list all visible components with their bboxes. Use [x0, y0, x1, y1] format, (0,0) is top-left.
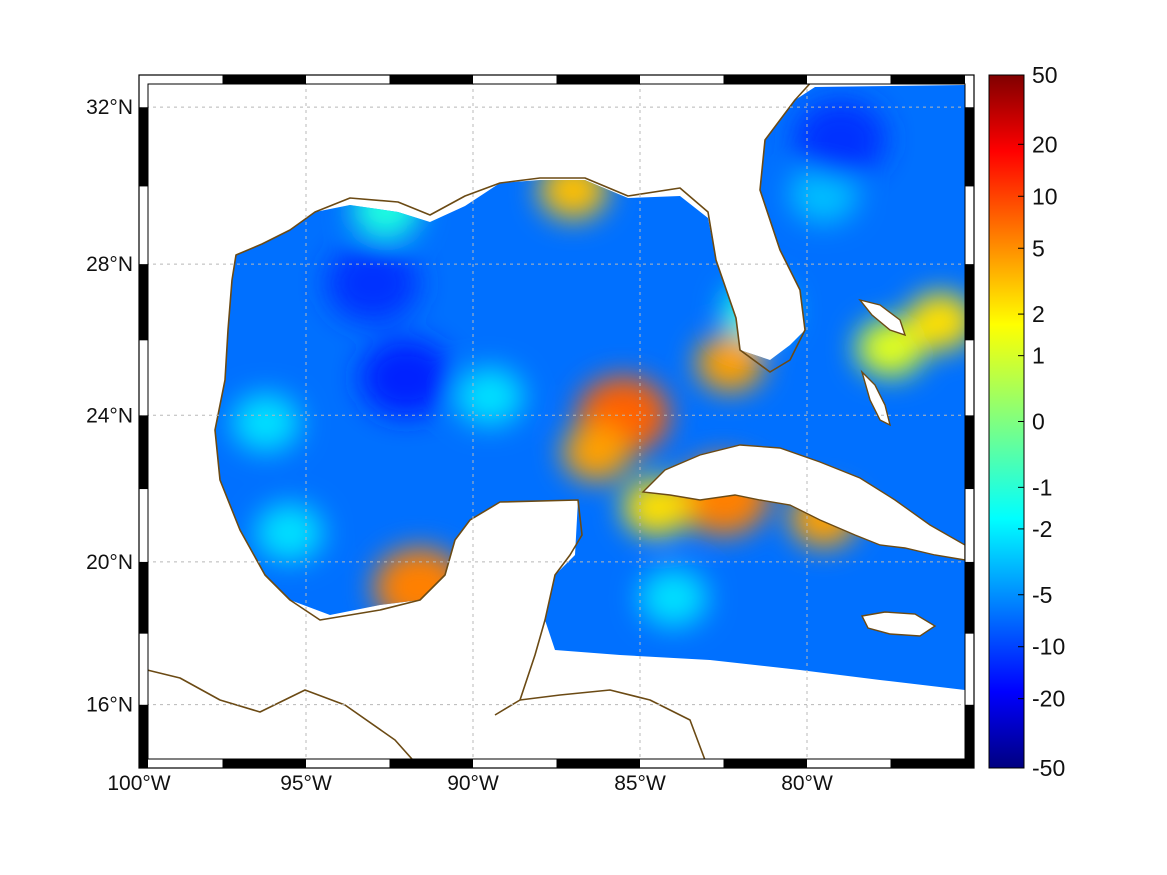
lon-tick-label: 80°W: [781, 772, 833, 795]
frame-left-segment: [139, 633, 148, 705]
frame-bottom-segment: [640, 759, 724, 768]
frame-left-segment: [139, 489, 148, 562]
jamaica-island: [860, 611, 937, 637]
gulf-coast-line: [231, 77, 816, 373]
frame-left-segment: [139, 561, 148, 634]
anomaly-patch-18: [360, 338, 453, 418]
anomaly-patch-15: [639, 568, 708, 627]
lon-tick-label: 85°W: [614, 772, 666, 795]
mexico-coast-line: [214, 279, 583, 716]
colorbar-tick-label: -5: [1032, 582, 1052, 608]
frame-top-segment: [389, 75, 473, 84]
frame-bottom-segment: [473, 759, 557, 768]
frame-right-segment: [965, 489, 974, 562]
frame-top-segment: [473, 75, 557, 84]
frame-right-segment: [965, 75, 974, 108]
colorbar-tick-label: 0: [1032, 409, 1045, 435]
frame-left-segment: [139, 107, 148, 187]
frame-bottom-segment: [890, 759, 974, 768]
frame-bottom-segment: [222, 759, 306, 768]
lat-tick-label: 32°N: [86, 96, 133, 119]
frame-right-segment: [965, 107, 974, 187]
colorbar-tick-label: -50: [1032, 755, 1065, 781]
anomaly-patch-12: [255, 503, 324, 562]
anomaly-patch-16: [352, 180, 421, 239]
land-masks: [641, 298, 966, 637]
frame-right-segment: [965, 340, 974, 416]
frame-left-segment: [139, 340, 148, 416]
anomaly-patch-10: [906, 292, 965, 351]
lat-tick-label: 20°N: [86, 551, 133, 574]
colorbar-tick-label: -10: [1032, 634, 1065, 660]
honduras-coast-line: [519, 689, 706, 761]
lat-tick-label: 28°N: [86, 253, 133, 276]
anomaly-patch-8: [373, 547, 466, 627]
colorbar-tick-label: 5: [1032, 235, 1045, 261]
lon-tick-label: 90°W: [447, 772, 499, 795]
frame-left-segment: [139, 75, 148, 108]
colorbar-tick-label: -1: [1032, 474, 1052, 500]
frame-left-segment: [139, 704, 148, 768]
anomaly-patch-20: [326, 244, 419, 323]
colorbar-tick-label: 1: [1032, 343, 1045, 369]
frame-bottom-segment: [139, 759, 223, 768]
frame-right-segment: [965, 264, 974, 341]
frame-inner-border: [147, 83, 966, 760]
lon-tick-label: 95°W: [280, 772, 332, 795]
frame-right-segment: [965, 704, 974, 768]
frame-right-segment: [965, 633, 974, 705]
map-frame: [138, 74, 975, 769]
coastlines: [138, 77, 816, 769]
anomaly-patch-2: [562, 423, 631, 482]
anomaly-patch-14: [455, 367, 524, 426]
frame-right-segment: [965, 561, 974, 634]
anomaly-patch-19: [794, 99, 887, 179]
anomaly-patch-13: [231, 393, 300, 452]
frame-right-segment: [965, 415, 974, 490]
frame-bottom-segment: [807, 759, 891, 768]
frame-bottom-segment: [723, 759, 807, 768]
frame-bottom-segment: [306, 759, 390, 768]
cuba-island: [641, 444, 966, 561]
frame-top-segment: [139, 75, 223, 84]
graticule: [139, 75, 974, 768]
frame-bottom-segment: [389, 759, 473, 768]
frame-right-segment: [965, 186, 974, 265]
data-field: [215, 85, 965, 690]
axis-tick-labels: 100°W 95°W 90°W 85°W 80°W 16°N 20°N 24°N 28°N 32°…: [86, 96, 833, 795]
frame-bottom-segment: [556, 759, 640, 768]
anomaly-patch-7: [696, 334, 765, 392]
frame-top-segment: [807, 75, 891, 84]
lon-tick-label: 100°W: [107, 772, 170, 795]
frame-top-segment: [723, 75, 807, 84]
central-america-line: [138, 667, 421, 769]
colorbar-tick-label: 2: [1032, 301, 1045, 327]
colorbar-tick-label: -2: [1032, 516, 1052, 542]
frame-top-segment: [222, 75, 306, 84]
bahamas-island-2: [860, 369, 892, 427]
frame-left-segment: [139, 186, 148, 265]
lat-tick-label: 24°N: [86, 404, 133, 427]
frame-left-segment: [139, 415, 148, 490]
frame-top-segment: [640, 75, 724, 84]
anomaly-patch-6: [539, 161, 608, 220]
colorbar-tick-label: -20: [1032, 686, 1065, 712]
colorbar-tick-label: 50: [1032, 62, 1058, 88]
colorbar-tick-label: 10: [1032, 183, 1058, 209]
frame-top-segment: [890, 75, 974, 84]
frame-left-segment: [139, 264, 148, 341]
colorbar-tick-label: 20: [1032, 131, 1058, 157]
frame-top-segment: [306, 75, 390, 84]
lat-tick-label: 16°N: [86, 694, 133, 717]
frame-border: [138, 74, 975, 769]
frame-top-segment: [556, 75, 640, 84]
bahamas-island: [858, 298, 907, 337]
anomaly-patch-9: [856, 318, 925, 377]
